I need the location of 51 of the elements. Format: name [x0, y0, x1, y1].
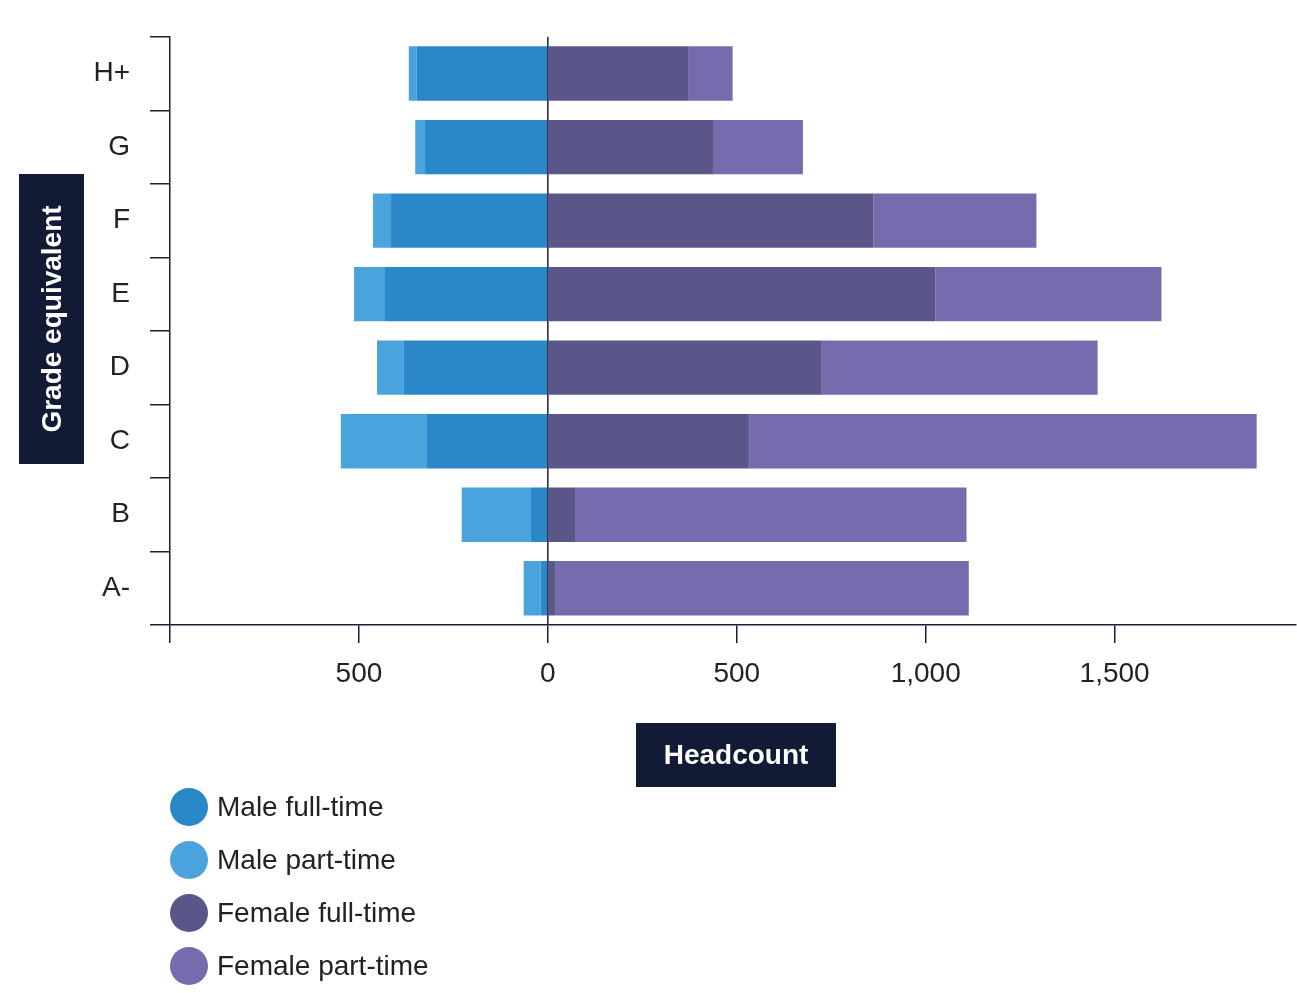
y-tick-label: C — [109, 423, 130, 455]
bar — [408, 46, 417, 101]
bar — [540, 561, 548, 616]
y-tick-label: F — [112, 203, 130, 235]
bar — [415, 119, 426, 175]
x-tick-label: 1,000 — [890, 656, 961, 688]
bar — [425, 119, 548, 175]
y-tick-label: H+ — [93, 56, 130, 88]
y-axis-title: Grade equivalent — [35, 205, 68, 433]
y-tick-label: G — [108, 129, 130, 161]
legend-label: Male part-time — [217, 844, 396, 876]
bar — [548, 340, 822, 395]
legend-label: Female full-time — [217, 897, 417, 929]
bar — [461, 487, 531, 542]
bar — [548, 119, 713, 175]
bar — [548, 193, 874, 248]
legend-label: Male full-time — [217, 791, 384, 823]
x-tick-label: 500 — [713, 656, 761, 688]
bar — [372, 193, 392, 248]
bar — [712, 119, 803, 175]
x-tick-label: 500 — [335, 656, 383, 688]
bar — [416, 46, 548, 101]
bar — [748, 413, 1257, 469]
bar — [385, 266, 548, 322]
x-tick-label: 1,500 — [1079, 656, 1150, 688]
bar — [548, 487, 576, 542]
bar — [426, 413, 548, 469]
x-axis-title: Headcount — [636, 723, 836, 787]
bar — [354, 266, 385, 322]
bar — [391, 193, 548, 248]
legend-label: Female part-time — [217, 950, 429, 982]
bar — [548, 266, 936, 322]
y-tick-label: A- — [102, 570, 130, 602]
bar — [377, 340, 404, 395]
bar — [403, 340, 548, 395]
bar — [548, 413, 749, 469]
bar — [548, 46, 689, 101]
bar — [340, 413, 427, 469]
bar — [821, 340, 1098, 395]
y-tick-label: B — [111, 497, 130, 529]
bar — [935, 266, 1162, 322]
x-tick-label: 0 — [540, 656, 556, 688]
bar — [575, 487, 967, 542]
bar — [548, 561, 556, 616]
bar — [523, 561, 541, 616]
bar — [688, 46, 733, 101]
bar — [555, 561, 969, 616]
bar — [873, 193, 1037, 248]
y-tick-label: D — [109, 350, 130, 382]
y-tick-label: E — [111, 276, 130, 308]
bar — [530, 487, 548, 542]
